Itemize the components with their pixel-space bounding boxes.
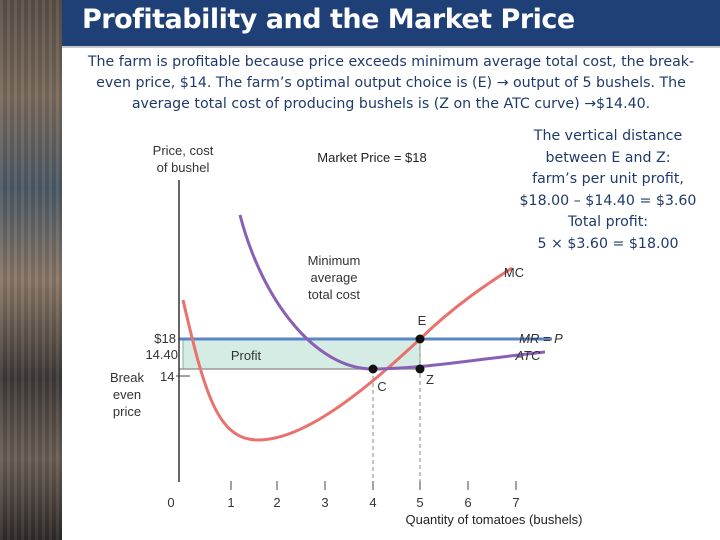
callout-line: $18.00 – $14.40 = $3.60: [519, 192, 697, 209]
point-c: [368, 364, 378, 374]
y-tick-label: 14.40: [145, 347, 178, 362]
point-e: [415, 334, 425, 344]
point-z: [415, 364, 425, 374]
market-price-label: Market Price = $18: [317, 150, 426, 165]
y-axis-label: of bushel: [157, 160, 210, 175]
point-c-label: C: [377, 379, 386, 394]
point-z-label: Z: [426, 372, 434, 387]
background-photo-strip: [0, 0, 62, 540]
atc-label: ATC: [514, 348, 541, 363]
x-tick-label: 6: [464, 495, 471, 510]
x-axis-label: Quantity of tomatoes (bushels): [405, 512, 582, 527]
callout-line: 5 × $3.60 = $18.00: [537, 235, 679, 252]
intro-line: The farm is profitable because price exc…: [87, 54, 695, 70]
breakeven-label: price: [113, 404, 141, 419]
x-tick-label: 3: [321, 495, 328, 510]
breakeven-label: Break: [110, 370, 144, 385]
title-divider: [62, 46, 720, 48]
x-axis-ticks: [230, 481, 517, 490]
callout-line: between E and Z:: [545, 149, 671, 166]
mr-label: MR = P: [519, 331, 563, 346]
min-atc-label: Minimum: [308, 253, 361, 268]
x-tick-label: 4: [369, 495, 376, 510]
profit-callout: The vertical distance between E and Z: f…: [498, 126, 718, 264]
intro-line: even price, $14. The farm’s optimal outp…: [96, 75, 686, 91]
y-tick-label: $18: [154, 331, 176, 346]
y-tick-label: 14: [160, 369, 174, 384]
min-atc-label: total cost: [308, 287, 360, 302]
intro-text: The farm is profitable because price exc…: [66, 52, 716, 115]
slide-title: Profitability and the Market Price: [82, 4, 575, 35]
x-tick-label: 2: [273, 495, 280, 510]
callout-line: farm’s per unit profit,: [532, 171, 684, 188]
callout-line: The vertical distance: [533, 128, 683, 144]
profit-label: Profit: [231, 348, 262, 363]
intro-line: average total cost of producing bushels …: [131, 96, 651, 112]
y-axis-label: Price, cost: [153, 143, 214, 158]
profit-area: [182, 338, 421, 370]
x-tick-label: 0: [167, 495, 174, 510]
breakeven-label: even: [113, 387, 141, 402]
min-atc-label: average: [311, 270, 358, 285]
mc-label: MC: [504, 265, 524, 280]
x-tick-label: 1: [227, 495, 234, 510]
x-tick-label: 5: [416, 495, 423, 510]
callout-line: Total profit:: [567, 214, 649, 231]
mc-curve: [181, 266, 513, 442]
point-e-label: E: [418, 313, 427, 328]
x-tick-label: 7: [512, 495, 519, 510]
title-bar: [62, 0, 720, 46]
